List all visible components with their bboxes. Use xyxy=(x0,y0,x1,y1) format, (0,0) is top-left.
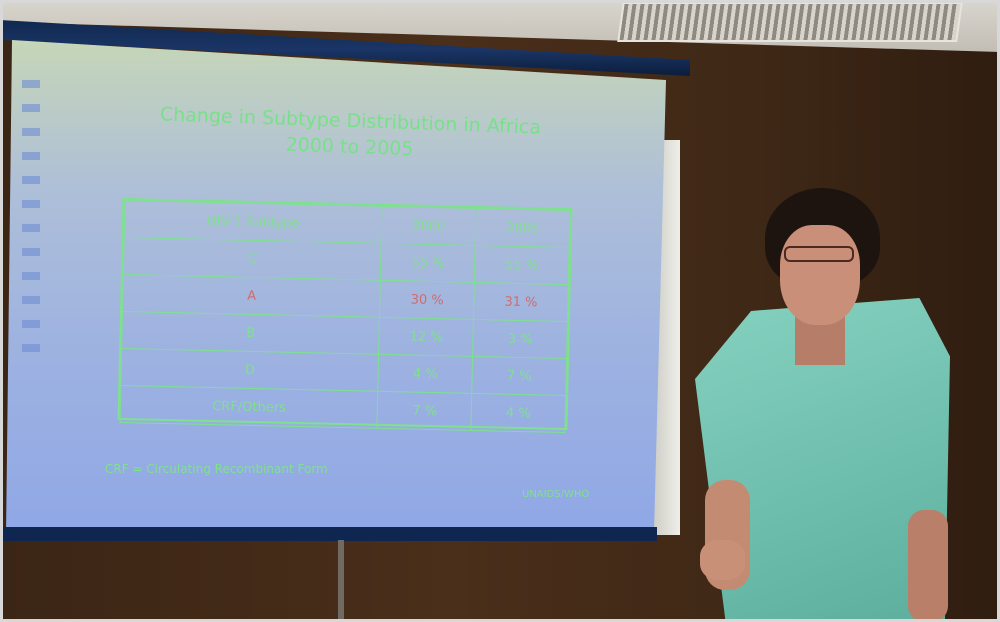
table-header: 2005 xyxy=(475,208,570,248)
subtype-table-frame: HIV-1 Subtype 2000 2005 C 55 % 55 % A 30… xyxy=(117,197,573,433)
screen-stand xyxy=(338,540,344,622)
ceiling-vent xyxy=(617,2,963,42)
table-header: HIV-1 Subtype xyxy=(124,200,383,244)
table-cell: 7 % xyxy=(377,391,472,431)
table-cell: 3 % xyxy=(472,319,568,359)
projection-screen xyxy=(6,40,666,535)
presenter-glasses xyxy=(784,246,854,262)
presenter-hand xyxy=(700,540,745,580)
table-cell: 55 % xyxy=(474,245,570,285)
projector-screen-bottom-bar xyxy=(2,527,657,541)
table-cell: CRF/Others xyxy=(119,385,379,429)
table-cell: 31 % xyxy=(473,282,569,322)
table-cell: 12 % xyxy=(379,317,474,357)
table-cell: B xyxy=(121,311,380,355)
table-header: 2000 xyxy=(381,206,477,246)
presenter-face xyxy=(780,225,860,325)
screen-edge-marks xyxy=(22,80,40,360)
table-cell: 55 % xyxy=(380,243,476,283)
table-cell: A xyxy=(122,274,381,318)
table-cell: D xyxy=(120,348,380,392)
table-cell: 4 % xyxy=(471,393,566,433)
table-cell: 4 % xyxy=(378,354,473,394)
table-cell: 7 % xyxy=(471,356,567,396)
subtype-table: HIV-1 Subtype 2000 2005 C 55 % 55 % A 30… xyxy=(119,200,570,433)
slide-credit: UNAIDS/WHO xyxy=(522,489,590,500)
slide-footnote: CRF = Circulating Recombinant Form xyxy=(105,462,328,476)
table-cell: C xyxy=(123,237,382,281)
presenter-right-arm xyxy=(908,510,948,622)
table-cell: 30 % xyxy=(379,280,475,320)
presenter xyxy=(680,180,970,622)
